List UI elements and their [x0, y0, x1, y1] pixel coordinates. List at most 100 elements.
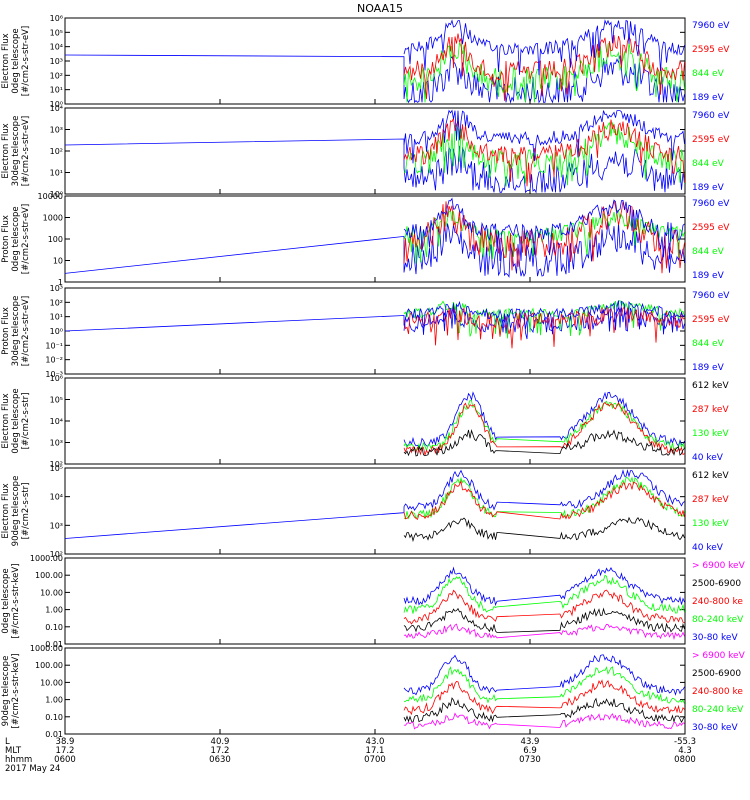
- panels: 10⁰10¹10²10³10⁴10⁵10⁶TEDElectron Flux0de…: [0, 14, 746, 739]
- y-label-line: Proton Flux: [1, 307, 11, 355]
- x-tick-label: 43.0: [366, 737, 385, 747]
- y-tick-label: 10⁴: [50, 493, 63, 502]
- x-tick-label: 0800: [674, 755, 696, 765]
- y-tick-label: 10¹: [50, 169, 63, 178]
- x-tick-label: -55.3: [674, 737, 696, 747]
- legend-entry: 2500-6900: [692, 579, 741, 589]
- y-label-line: TED: [0, 142, 1, 161]
- legend-entry: 189 eV: [692, 183, 725, 193]
- y-label-line: Proton Flux: [1, 215, 11, 263]
- legend-entry: 240-800 ke: [692, 597, 743, 607]
- panel-8: 0.01 0.10 1.00 10.00 100.00 1000.00 90deg tele…: [1, 644, 746, 739]
- series-line: [403, 300, 685, 340]
- y-tick-label: 0.10: [45, 713, 63, 722]
- legend-entry: 2595 eV: [692, 135, 730, 145]
- y-tick-label: 0.01: [45, 640, 63, 649]
- y-tick-label: 1.00: [45, 696, 63, 705]
- panel-frame: [64, 467, 686, 555]
- y-tick-label: 10⁶: [50, 374, 63, 383]
- legend-entry: 844 eV: [692, 69, 725, 79]
- y-label-line: Electron Flux: [1, 33, 11, 88]
- x-tick-label: 0700: [364, 755, 386, 765]
- legend-entry: 2595 eV: [692, 45, 730, 55]
- y-tick-label: 10⁴: [50, 104, 63, 113]
- y-axis-label: 0deg telescope [#/cm2-s-str-keV]: [1, 564, 21, 639]
- panel-4: 10⁻³ 10⁻² 10⁻¹ 10⁰ 10¹ 10² 10³ TEDProton Flux30…: [0, 284, 730, 379]
- series-line: [403, 116, 685, 187]
- x-tick-label: 40.9: [211, 737, 230, 747]
- series-line: [403, 516, 685, 543]
- series-line: [403, 109, 685, 164]
- y-tick-label: 10⁰: [50, 190, 63, 199]
- y-label-line: Electron Flux: [1, 483, 11, 538]
- traces: [403, 566, 685, 641]
- x-tick-label: 0730: [519, 755, 541, 765]
- y-tick-label: 10³: [50, 284, 63, 293]
- y-tick-label: 10²: [50, 460, 63, 469]
- y-tick-label: 10⁻¹: [45, 341, 63, 350]
- x-tick-label: 17.1: [366, 746, 385, 756]
- legend-entry: 844 eV: [692, 339, 725, 349]
- panel-frame: [64, 377, 686, 465]
- series-line: [403, 42, 685, 103]
- legend-entry: > 6900 keV: [692, 651, 746, 661]
- x-tick-label: 0600: [54, 755, 76, 765]
- legend-entry: 189 eV: [692, 271, 725, 281]
- y-tick-label: 10⁵: [50, 464, 63, 473]
- legend-entry: 130 keV: [692, 519, 729, 529]
- series-line: [403, 33, 685, 101]
- series-line: [403, 400, 685, 452]
- traces: [403, 654, 685, 730]
- y-label-line: TED: [0, 322, 1, 341]
- y-tick-label: 10⁰: [50, 327, 63, 336]
- y-label-line: [#/cm2-s-str-keV]: [11, 654, 21, 729]
- traces: [65, 197, 685, 278]
- series-line: [403, 589, 685, 625]
- y-tick-label: 10⁴: [50, 43, 63, 52]
- y-tick-label: 10²: [50, 147, 63, 156]
- y-tick-label: 10²: [50, 298, 63, 307]
- y-tick-label: 10²: [50, 550, 63, 559]
- panel-7: 0.01 0.10 1.00 10.00 100.00 1000.00 0deg teles…: [1, 554, 746, 649]
- date-label: 2017 May 24: [5, 764, 60, 774]
- y-label-line: MEPED: [0, 406, 1, 436]
- legend-entry: 844 eV: [692, 159, 725, 169]
- panel-frame: [64, 557, 686, 645]
- legend-entry: 2595 eV: [692, 315, 730, 325]
- panel-frame: [64, 287, 686, 375]
- y-tick-label: 10³: [50, 126, 63, 135]
- y-tick-label: 10⁶: [50, 14, 63, 23]
- legend-entry: 80-240 keV: [692, 705, 744, 715]
- y-label-line: [#/cm2-s-str-eV]: [21, 296, 31, 366]
- y-tick-label: 10: [53, 257, 63, 266]
- y-tick-label: 10³: [50, 439, 63, 448]
- y-tick-label: 100.00: [35, 661, 63, 670]
- legend-entry: 2500-6900: [692, 669, 741, 679]
- y-tick-label: 10⁴: [50, 417, 63, 426]
- series-line: [403, 574, 685, 614]
- legend-entry: 30-80 keV: [692, 633, 738, 643]
- y-tick-label: 0.01: [45, 730, 63, 739]
- y-tick-label: 100.00: [35, 571, 63, 580]
- y-tick-label: 1000.00: [30, 554, 63, 563]
- legend-entry: 7960 eV: [692, 199, 730, 209]
- y-tick-label: 10⁵: [50, 28, 63, 37]
- x-tick-label: 17.2: [211, 746, 230, 756]
- x-tick-label: 38.9: [56, 737, 75, 747]
- legend-entry: 287 keV: [692, 405, 729, 415]
- legend-entry: 40 keV: [692, 543, 724, 553]
- y-tick-label: 10.00: [40, 678, 63, 687]
- y-label-line: [#/cm2-s-str]: [21, 483, 31, 540]
- series-line: [403, 697, 685, 724]
- x-row-label: hhmm: [5, 755, 32, 765]
- series-line: [403, 19, 685, 76]
- series-line: [403, 479, 685, 521]
- y-tick-label: 1.00: [45, 606, 63, 615]
- series-line: [403, 623, 685, 641]
